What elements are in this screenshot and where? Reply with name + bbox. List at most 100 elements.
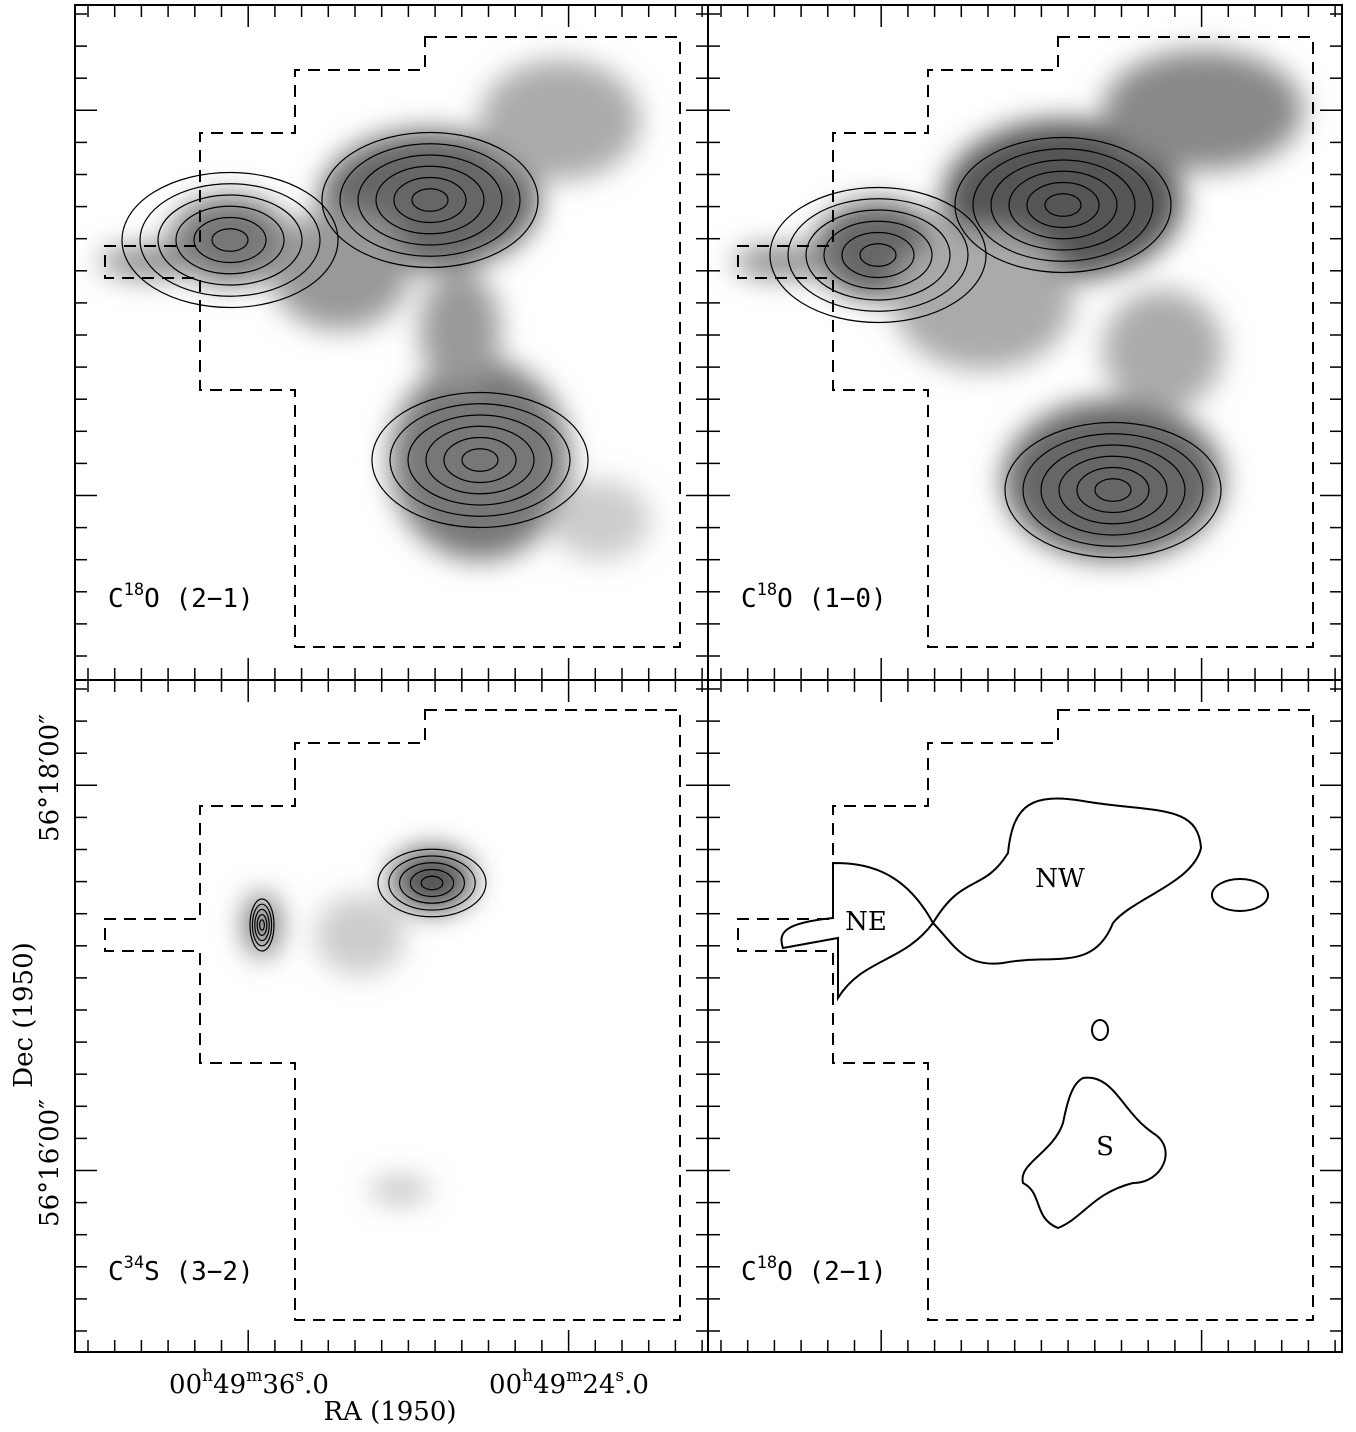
x-axis-title: RA (1950) <box>323 1397 456 1427</box>
survey-boundary <box>104 36 681 648</box>
label-part: 49 <box>213 1370 246 1400</box>
region-outline <box>780 861 935 1002</box>
contour <box>256 914 268 937</box>
label-part: .0 <box>304 1370 329 1400</box>
label-part: 49 <box>533 1370 566 1400</box>
contour <box>388 855 476 911</box>
panel-label: C18O (1−0) <box>741 580 887 614</box>
emission-blob <box>1103 50 1303 170</box>
label-part: 24 <box>582 1370 615 1400</box>
contour <box>409 868 455 898</box>
x-tick-label: 00h49m24s.0 <box>489 1366 649 1400</box>
contour <box>1044 193 1082 217</box>
contour <box>990 159 1136 251</box>
panel: C18O (2−1) <box>100 36 681 648</box>
label-part: O (2−1) <box>144 584 254 614</box>
label-part: h <box>202 1366 213 1386</box>
label-part: C <box>741 1257 757 1287</box>
contour <box>1094 478 1132 502</box>
panel-label: C34S (3−2) <box>108 1253 254 1287</box>
contour <box>1076 466 1150 514</box>
region-outline <box>1091 1019 1109 1041</box>
panel: C18O (1−0) <box>733 36 1314 648</box>
contour <box>787 198 969 312</box>
contour <box>1008 170 1118 240</box>
emission <box>244 848 474 1202</box>
contour <box>393 176 467 224</box>
contour <box>420 875 444 891</box>
contour <box>443 436 517 484</box>
label-part: C <box>108 1257 124 1287</box>
emission-blob <box>550 480 650 560</box>
contour <box>1058 455 1168 525</box>
contour <box>954 136 1172 274</box>
contour <box>193 216 267 264</box>
emission <box>733 50 1303 560</box>
contour <box>259 919 266 931</box>
contour <box>425 425 535 495</box>
label-part: 18 <box>757 580 777 600</box>
y-axis-title: Dec (1950) <box>9 942 39 1088</box>
contour <box>1040 444 1186 536</box>
label-part: m <box>246 1366 262 1386</box>
panel-label: C18O (2−1) <box>741 1253 887 1287</box>
emission-blob <box>270 210 410 330</box>
survey-boundary <box>104 709 681 1321</box>
contour <box>371 391 589 529</box>
contour <box>1022 433 1204 547</box>
label-part: O (1−0) <box>777 584 887 614</box>
survey-boundary <box>737 709 1314 1321</box>
emission-blob <box>390 848 474 912</box>
emission-blob <box>315 895 405 975</box>
regions: NE NW S <box>780 797 1269 1230</box>
y-tick-label: 56°18′00″ <box>35 714 65 842</box>
region-outline <box>931 797 1203 965</box>
contour <box>321 131 539 269</box>
contour <box>375 165 485 235</box>
contour <box>805 209 951 301</box>
emission-blob <box>480 60 640 180</box>
contour <box>769 186 987 324</box>
panel-label: C18O (2−1) <box>108 580 254 614</box>
contour <box>377 848 487 918</box>
contour <box>461 448 499 472</box>
panel: C34S (3−2) <box>104 709 681 1321</box>
frames <box>74 4 1343 1353</box>
emission-blob <box>1103 290 1223 410</box>
emission-blob <box>893 230 1073 370</box>
region-label: NW <box>1035 864 1085 894</box>
emission <box>100 60 650 560</box>
emission-blob <box>370 1178 430 1202</box>
label-part: 18 <box>757 1253 777 1273</box>
region-outline <box>1021 1076 1167 1230</box>
contour <box>254 908 270 942</box>
contour <box>972 148 1154 262</box>
emission-blob <box>733 246 833 278</box>
region-outline <box>1211 878 1269 912</box>
contour <box>251 903 273 947</box>
contour <box>157 194 303 286</box>
label-part: s <box>615 1366 624 1386</box>
y-tick-label: 56°16′00″ <box>35 1099 65 1227</box>
label-part: 34 <box>124 1253 144 1273</box>
emission-blob <box>100 246 200 278</box>
contour <box>121 171 339 309</box>
label-part: 18 <box>124 580 144 600</box>
panel: C18O (2−1) <box>737 709 1314 1321</box>
label-part: C <box>741 584 757 614</box>
contour <box>823 220 933 290</box>
contour <box>175 205 285 275</box>
region-label: S <box>1096 1132 1114 1162</box>
emission-blob <box>420 270 500 390</box>
contour <box>411 188 449 212</box>
x-tick-label: 00h49m36s.0 <box>169 1366 329 1400</box>
contour <box>211 228 249 252</box>
contour <box>139 183 321 297</box>
emission-blob <box>1003 400 1223 560</box>
contour <box>1026 181 1100 229</box>
contour <box>859 243 897 267</box>
region-label: NE <box>845 907 887 937</box>
label-part: S (3−2) <box>144 1257 254 1287</box>
label-part: C <box>108 584 124 614</box>
